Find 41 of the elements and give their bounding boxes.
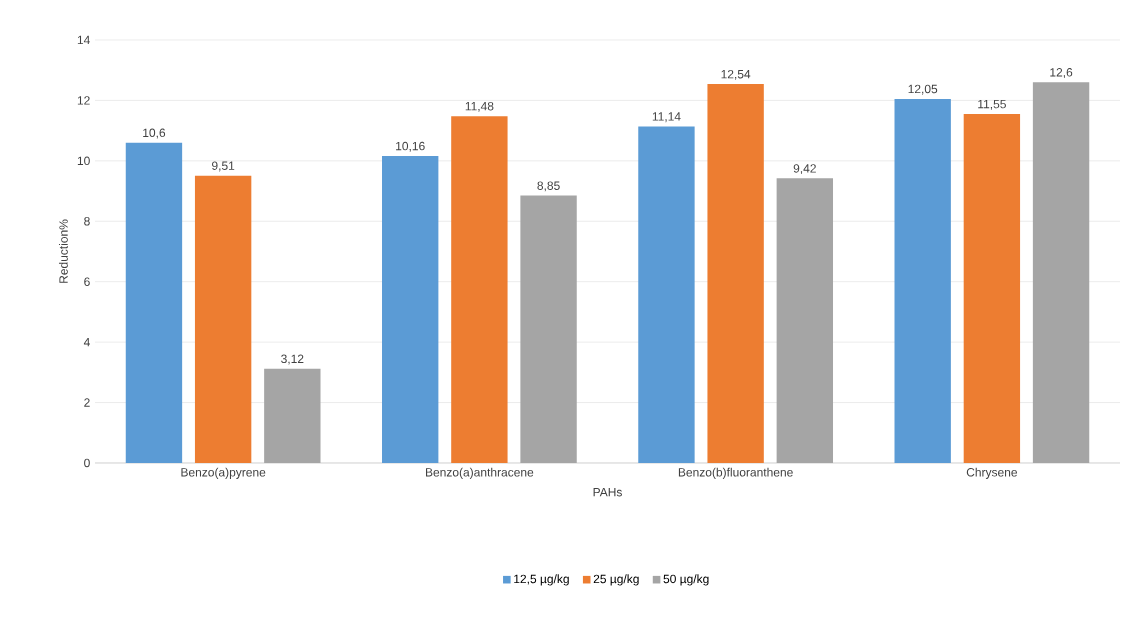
x-tick-label: Benzo(b)fluoranthene	[678, 467, 793, 479]
bar	[264, 368, 321, 463]
x-tick-label: Chrysene	[966, 467, 1018, 479]
bar	[707, 84, 764, 463]
y-tick-label: 4	[83, 338, 90, 347]
x-axis-title: PAHs	[593, 488, 622, 497]
bar	[125, 142, 183, 463]
data-label: 9,42	[793, 164, 816, 175]
data-label: 12,54	[721, 69, 751, 80]
bar	[194, 175, 252, 463]
y-tick-label: 2	[84, 398, 90, 407]
bar	[520, 195, 577, 463]
data-label: 9,51	[212, 161, 235, 172]
bar	[451, 116, 508, 463]
data-label: 10,16	[396, 141, 425, 152]
x-tick-label: Benzo(a)anthracene	[426, 467, 534, 479]
data-label: 11,48	[465, 101, 494, 112]
legend-label: 25 µg/kg	[593, 574, 639, 586]
y-tick-label: 0	[84, 458, 90, 468]
data-label: 12,05	[908, 84, 938, 95]
bar	[1032, 82, 1090, 463]
bar	[776, 178, 834, 463]
data-label: 3,12	[281, 354, 304, 365]
y-tick-label: 12	[77, 96, 90, 105]
legend-label: 12,5 µg/kg	[514, 574, 569, 586]
data-label: 12,6	[1050, 68, 1073, 79]
y-tick-label: 10	[77, 156, 90, 166]
bar	[894, 98, 951, 463]
data-label: 8,85	[537, 181, 560, 192]
bar	[963, 114, 1021, 463]
data-label: 11,55	[978, 99, 1006, 110]
y-tick-label: 8	[84, 217, 90, 226]
data-label: 11,14	[652, 112, 681, 123]
y-axis-title: Reduction%	[58, 219, 68, 283]
legend-label: 50 µg/kg	[663, 574, 709, 586]
bar	[382, 156, 439, 463]
y-tick-label: 6	[84, 277, 90, 286]
x-tick-label: Benzo(a)pyrene	[181, 467, 266, 479]
y-tick-label: 14	[77, 35, 90, 45]
data-label: 10,6	[143, 128, 166, 139]
bar	[638, 126, 695, 463]
